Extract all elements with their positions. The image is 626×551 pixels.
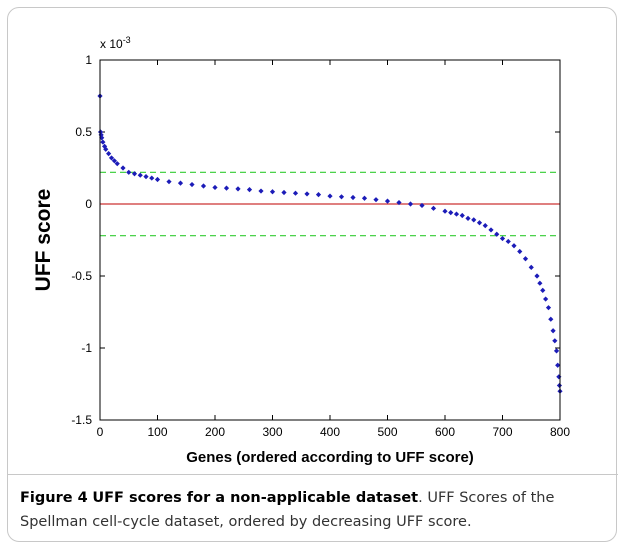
point <box>177 180 184 186</box>
x-tick-label: 600 <box>435 425 455 439</box>
y-scale-label: x 10-3 <box>100 35 131 51</box>
point <box>528 264 534 270</box>
point <box>269 189 276 195</box>
chart: x 10-3 Genes (ordered according to UFF s… <box>32 35 570 466</box>
point <box>471 217 477 223</box>
y-tick-label: -1.5 <box>71 413 92 427</box>
point <box>281 189 287 196</box>
plot-frame <box>99 59 561 421</box>
point <box>97 129 104 135</box>
point <box>126 169 132 175</box>
caption-title: UFF scores for a non-applicable dataset <box>92 490 419 506</box>
point <box>304 191 310 197</box>
point <box>505 238 511 245</box>
point <box>384 198 391 204</box>
y-tick-label: -0.5 <box>71 269 92 283</box>
point <box>111 158 117 164</box>
point <box>476 220 483 226</box>
point <box>200 183 207 189</box>
y-tick-label: -1 <box>81 341 92 355</box>
point <box>149 175 155 181</box>
x-tick-label: 700 <box>492 425 512 439</box>
point <box>517 248 523 255</box>
point <box>552 338 558 344</box>
point <box>448 210 454 216</box>
y-scale-base: x 10 <box>100 37 123 51</box>
point <box>419 202 425 209</box>
point <box>488 227 494 233</box>
point <box>137 172 143 178</box>
point <box>361 195 368 201</box>
point <box>459 212 465 219</box>
point <box>553 348 560 354</box>
point <box>453 211 460 217</box>
point <box>166 179 172 185</box>
y-tick-label: 0 <box>85 197 92 211</box>
y-scale-exponent: -3 <box>123 35 131 45</box>
point <box>499 235 506 242</box>
point <box>131 171 138 177</box>
point <box>235 186 241 192</box>
point <box>258 188 264 194</box>
point <box>465 215 471 222</box>
point <box>103 146 109 152</box>
point <box>212 184 218 191</box>
x-tick-label: 500 <box>377 425 397 439</box>
y-tick-label: 0.5 <box>75 125 92 139</box>
point <box>550 328 556 334</box>
point <box>100 139 106 145</box>
point <box>556 374 562 380</box>
point <box>442 208 448 214</box>
x-axis-label: Genes (ordered according to UFF score) <box>186 449 474 466</box>
point <box>540 287 546 293</box>
point <box>246 187 253 193</box>
caption: Figure 4 UFF scores for a non-applicable… <box>20 486 616 534</box>
y-axis-label: UFF score <box>32 189 55 292</box>
point <box>114 161 120 167</box>
point <box>350 194 356 201</box>
point <box>154 176 161 183</box>
point <box>534 273 540 279</box>
point <box>396 199 402 206</box>
caption-text: . UFF Scores of the Spellman cell-cycle … <box>20 490 555 530</box>
x-tick-label: 300 <box>262 425 282 439</box>
x-tick-label: 200 <box>205 425 225 439</box>
point <box>407 201 414 207</box>
plot-area <box>100 60 560 420</box>
point <box>120 165 126 171</box>
x-tick-label: 400 <box>320 425 340 439</box>
point <box>511 243 517 249</box>
point <box>223 185 230 191</box>
point <box>545 305 552 311</box>
point <box>327 193 333 199</box>
point <box>338 194 345 200</box>
point <box>543 296 549 302</box>
point <box>430 205 437 211</box>
x-tick-label: 100 <box>147 425 167 439</box>
separator <box>7 474 618 475</box>
point <box>143 174 149 180</box>
point <box>189 181 195 188</box>
point <box>292 190 299 196</box>
point <box>556 382 563 389</box>
point <box>548 316 554 322</box>
point <box>108 155 115 161</box>
x-tick-label: 800 <box>550 425 570 439</box>
point <box>106 151 112 157</box>
point <box>555 362 561 368</box>
point <box>373 197 379 203</box>
caption-label: Figure 4 <box>20 490 88 506</box>
point <box>522 256 529 262</box>
figure-card <box>7 7 617 542</box>
point <box>315 192 322 198</box>
point <box>537 280 543 286</box>
plot-layer: -1.5 -1 -0.5 0 0.5 1 0 100 200 300 400 500 600 700 800 <box>71 53 570 439</box>
point <box>494 231 500 237</box>
point <box>482 223 488 229</box>
y-tick-label: 1 <box>85 53 92 67</box>
x-tick-label: 0 <box>97 425 104 439</box>
